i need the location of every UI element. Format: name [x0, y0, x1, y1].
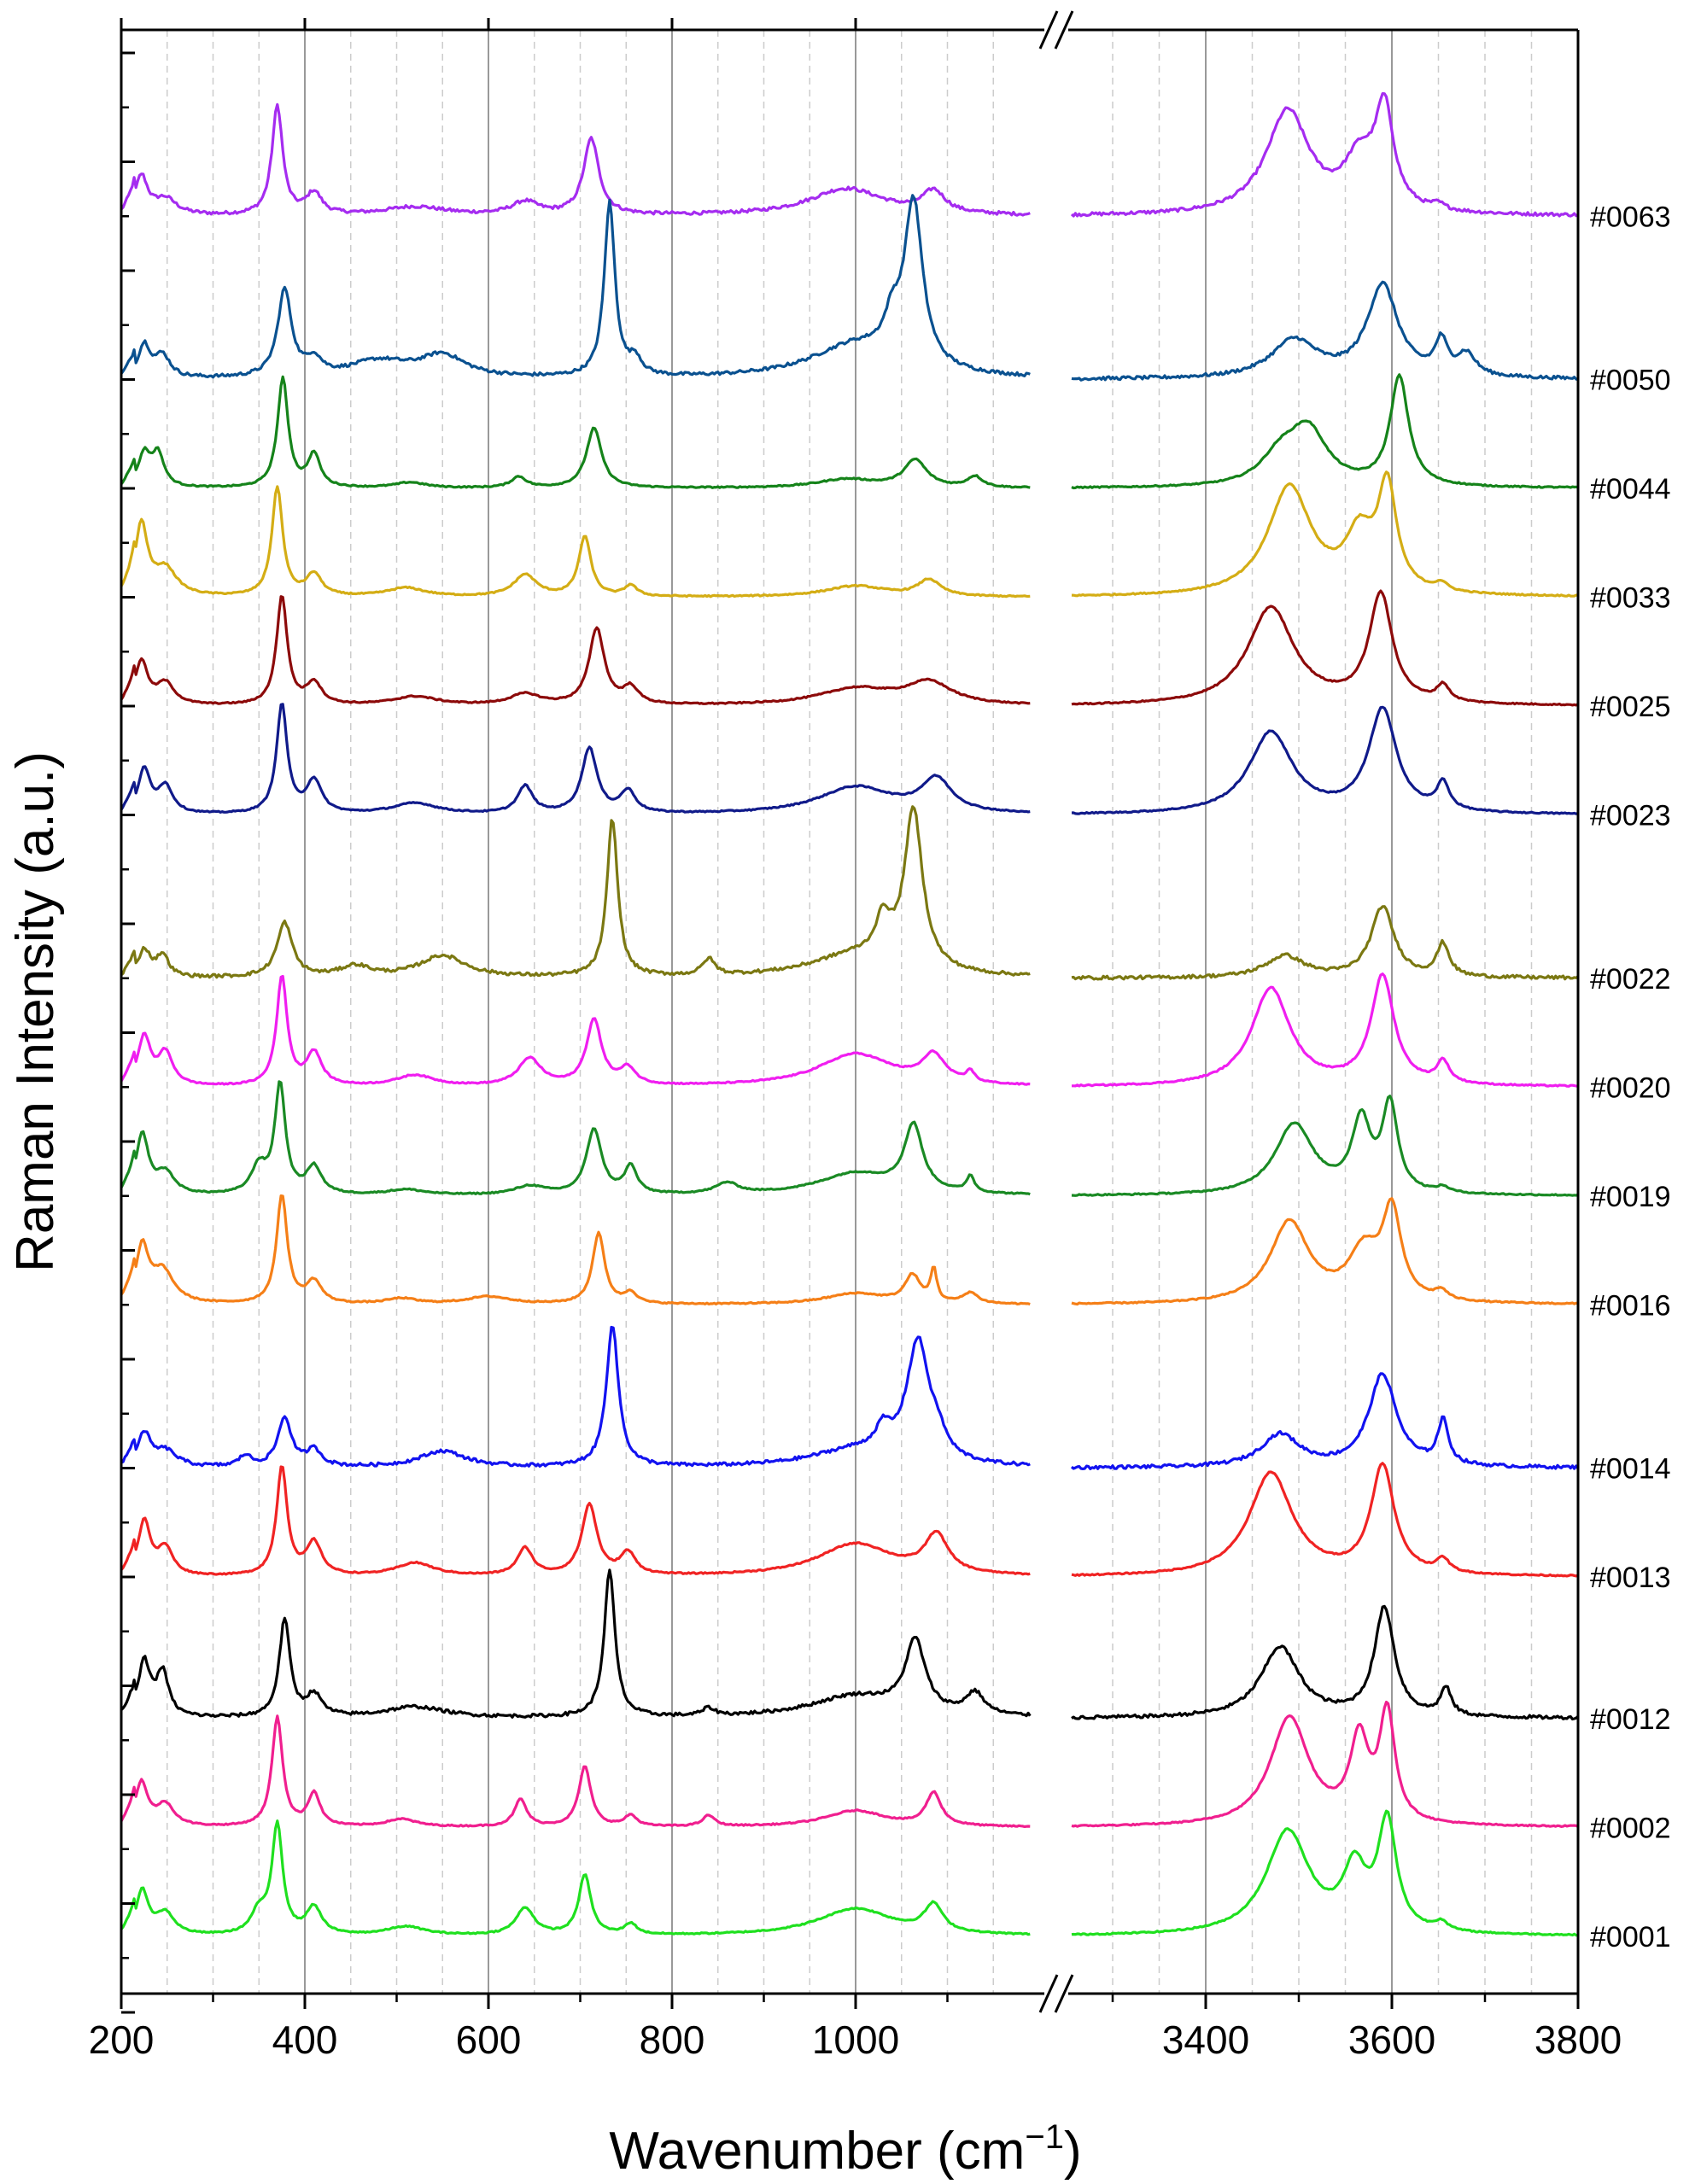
series-label: #0019 [1590, 1181, 1671, 1213]
series-line-right [1072, 705, 1579, 815]
spectra-traces [120, 92, 1580, 1937]
series-line-right [1071, 280, 1579, 382]
series-label: #0002 [1590, 1812, 1671, 1844]
grid-lines [167, 30, 1533, 1994]
series-label: #0050 [1590, 365, 1671, 397]
axis-break-mark [1054, 1974, 1074, 2013]
axis-break-mark [1038, 1974, 1059, 2013]
series-line-left [120, 1080, 1031, 1196]
series-line-right [1071, 1604, 1580, 1721]
x-tick-label: 600 [456, 2018, 522, 2062]
series-labels: #0063 #0050 #0044 #0033 #0025 #0023 #0022 #0020… [1590, 201, 1671, 1953]
series-label: #0013 [1590, 1562, 1671, 1594]
series-line-left [120, 1194, 1031, 1306]
x-tick-label: 800 [640, 2018, 705, 2062]
x-tick-label: 400 [272, 2018, 338, 2062]
series-line-right [1071, 470, 1579, 598]
x-tick-label: 200 [89, 2018, 155, 2062]
series-line-left [120, 974, 1031, 1086]
series-line-right [1071, 1462, 1579, 1578]
y-axis-title: Raman Intensity (a.u.) [6, 751, 65, 1272]
series-line-left [120, 1819, 1031, 1936]
series-line-left [120, 703, 1031, 814]
series-line-left [120, 485, 1031, 599]
series-line-left [120, 1325, 1031, 1468]
series-label: #0001 [1590, 1921, 1671, 1953]
axis-break-mark [1038, 10, 1059, 50]
series-line-right [1070, 92, 1579, 218]
series-line-left [120, 595, 1031, 705]
series-line-right [1071, 1809, 1579, 1937]
axis-ticks: 200 400 600 800 1000 3400 3600 3800 [89, 18, 1622, 2062]
series-line-right [1071, 905, 1580, 981]
series-label: #0044 [1590, 473, 1671, 505]
series-label: #0025 [1590, 691, 1671, 723]
x-tick-label: 3400 [1162, 2018, 1249, 2062]
series-line-left [120, 1568, 1032, 1719]
series-label: #0023 [1590, 800, 1671, 832]
series-line-left [120, 375, 1031, 489]
series-line-right [1072, 972, 1579, 1089]
series-label: #0063 [1590, 201, 1671, 233]
x-tick-label: 3800 [1534, 2018, 1622, 2062]
series-line-right [1070, 1372, 1580, 1470]
series-label: #0020 [1590, 1072, 1671, 1104]
axes-frame [120, 10, 1580, 2013]
series-line-right [1071, 1095, 1579, 1197]
axis-break-mark [1054, 10, 1074, 50]
x-axis-title: Wavenumber (cm−1) [609, 2118, 1081, 2181]
series-label: #0012 [1590, 1703, 1671, 1736]
series-line-right [1071, 1700, 1579, 1828]
x-tick-label: 3600 [1348, 2018, 1435, 2062]
series-line-left [120, 194, 1031, 379]
series-label: #0022 [1590, 963, 1671, 996]
series-label: #0014 [1590, 1453, 1671, 1486]
x-tick-label: 1000 [812, 2018, 899, 2062]
series-label: #0016 [1590, 1289, 1671, 1322]
series-label: #0033 [1590, 582, 1671, 615]
series-line-left [120, 1465, 1031, 1576]
series-line-left [120, 1714, 1031, 1829]
series-line-right [1071, 589, 1579, 707]
series-line-right [1071, 373, 1579, 490]
series-line-left [120, 805, 1031, 979]
series-line-left [120, 102, 1031, 217]
series-line-right [1071, 1197, 1579, 1306]
